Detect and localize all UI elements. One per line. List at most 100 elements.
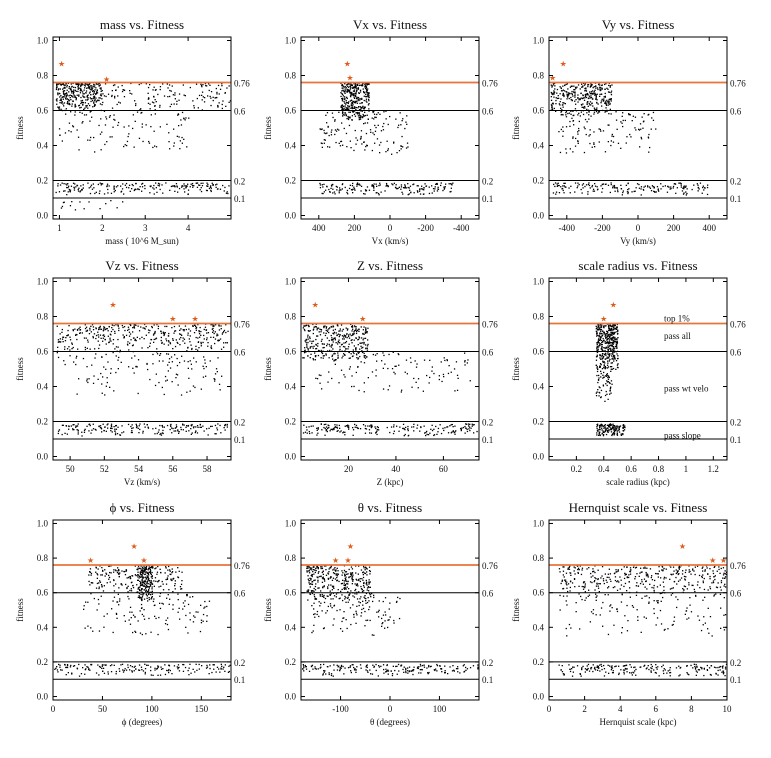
data-point <box>562 89 564 91</box>
data-point <box>351 355 354 358</box>
data-point <box>316 434 318 436</box>
data-point <box>63 90 65 92</box>
data-point <box>113 390 115 392</box>
data-point <box>174 345 177 348</box>
data-point <box>170 423 172 426</box>
data-point <box>612 324 614 326</box>
x-tick-label: -200 <box>417 223 434 233</box>
data-point <box>556 88 559 91</box>
data-point <box>346 329 349 331</box>
data-point <box>599 429 601 431</box>
data-point <box>179 344 181 346</box>
data-point <box>71 342 73 344</box>
data-point <box>614 425 616 427</box>
data-point <box>611 133 613 136</box>
data-point <box>149 192 151 194</box>
data-point <box>347 346 350 348</box>
data-point <box>100 93 102 95</box>
data-point <box>610 90 613 92</box>
data-point <box>342 183 344 185</box>
data-point <box>350 87 352 89</box>
data-point <box>143 593 145 595</box>
data-point <box>67 183 69 185</box>
data-point <box>564 84 566 86</box>
data-point <box>127 341 129 343</box>
data-point <box>609 427 612 429</box>
data-point <box>405 121 407 123</box>
data-point <box>605 346 607 348</box>
data-point <box>656 186 659 188</box>
data-point <box>215 184 217 186</box>
data-point <box>196 97 198 100</box>
data-point <box>137 576 139 578</box>
data-point <box>619 425 622 427</box>
data-point <box>128 184 131 186</box>
data-point <box>91 582 93 584</box>
data-point <box>586 112 588 114</box>
data-point <box>175 183 178 185</box>
data-point <box>404 429 406 431</box>
data-point <box>229 100 232 102</box>
data-point <box>127 329 129 331</box>
data-point <box>346 333 348 335</box>
data-point <box>227 192 229 195</box>
data-point <box>208 83 210 85</box>
data-point <box>336 324 338 326</box>
data-point <box>150 666 152 668</box>
data-point <box>86 83 88 85</box>
data-point <box>181 588 183 590</box>
data-point <box>153 598 155 600</box>
data-point <box>123 570 125 573</box>
data-point <box>680 182 682 185</box>
data-point <box>93 102 95 104</box>
data-point <box>608 353 610 355</box>
data-point <box>365 348 367 350</box>
data-point <box>609 329 611 331</box>
data-point <box>218 339 220 341</box>
data-point <box>60 98 62 100</box>
data-point <box>171 185 174 187</box>
data-point <box>70 89 72 91</box>
data-point <box>127 135 129 138</box>
data-point <box>651 185 654 187</box>
data-point <box>56 83 58 85</box>
data-point <box>73 86 75 88</box>
data-point <box>111 136 113 138</box>
data-point <box>343 90 345 92</box>
data-point <box>101 667 103 669</box>
data-point <box>61 433 63 436</box>
data-point <box>72 82 74 85</box>
x-tick-label: 0.4 <box>598 464 610 474</box>
data-point <box>352 434 354 436</box>
data-point <box>356 357 358 359</box>
data-point <box>357 338 360 340</box>
data-point <box>150 674 152 676</box>
data-point <box>551 93 553 95</box>
data-point <box>602 353 604 355</box>
data-point <box>333 332 335 335</box>
data-point <box>601 344 603 346</box>
data-point <box>320 357 322 359</box>
data-point <box>183 664 185 666</box>
data-point <box>82 101 84 104</box>
scatter-points <box>550 82 709 196</box>
data-point <box>181 355 183 357</box>
data-point <box>603 424 606 427</box>
data-point <box>588 184 591 187</box>
data-point <box>186 350 188 352</box>
data-point <box>141 596 144 598</box>
data-point <box>371 424 373 426</box>
data-point <box>365 329 367 332</box>
data-point <box>352 328 354 330</box>
data-point <box>361 98 363 100</box>
data-point <box>365 428 368 430</box>
data-point <box>599 354 601 356</box>
data-point <box>130 617 132 619</box>
y-tick-label: 0.0 <box>533 211 545 221</box>
data-point <box>74 95 76 97</box>
data-point <box>137 591 139 593</box>
data-point <box>404 184 406 186</box>
data-point <box>366 122 369 124</box>
data-point <box>104 569 106 571</box>
data-point <box>596 346 599 348</box>
